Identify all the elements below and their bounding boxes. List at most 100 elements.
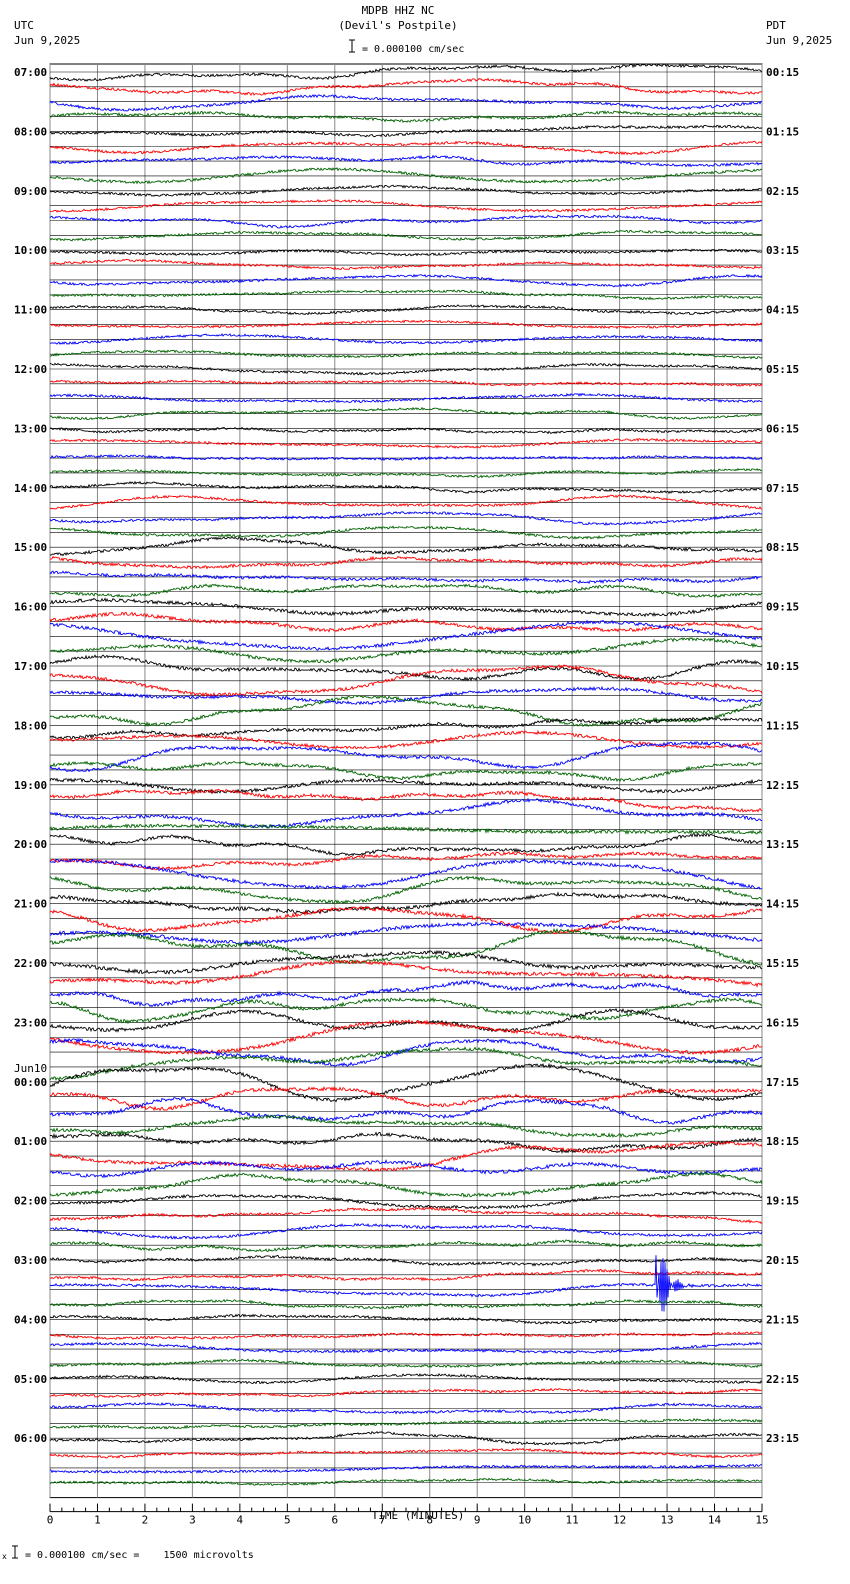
pdt-hour-label: 20:15 (766, 1254, 799, 1267)
seismic-trace (49, 597, 763, 618)
x-tick-label: 10 (518, 1514, 531, 1527)
seismic-trace (49, 1313, 763, 1325)
seismic-trace (49, 184, 763, 197)
seismic-trace (49, 777, 762, 795)
pdt-hour-label: 23:15 (766, 1432, 799, 1445)
seismic-trace (49, 1206, 763, 1225)
utc-hour-label: 17:00 (14, 660, 47, 673)
x-tick-label: 5 (284, 1514, 291, 1527)
seismic-trace (49, 140, 763, 156)
seismic-trace (49, 1159, 763, 1179)
right-date: Jun 9,2025 (766, 34, 832, 47)
pdt-hour-label: 12:15 (766, 779, 799, 792)
left-timezone: UTC (14, 19, 34, 32)
x-tick-label: 0 (47, 1514, 54, 1527)
seismic-trace (49, 333, 763, 345)
seismic-trace (49, 1373, 763, 1385)
seismic-trace (49, 454, 763, 462)
seismic-trace (49, 927, 763, 966)
utc-hour-label: 23:00 (14, 1016, 47, 1029)
pdt-hour-label: 01:15 (766, 125, 799, 138)
seismic-trace (49, 229, 763, 242)
seismic-trace (49, 480, 763, 495)
utc-hour-label: 12:00 (14, 363, 47, 376)
seismic-trace (49, 959, 763, 988)
seismic-trace (49, 1417, 763, 1430)
seismic-trace (49, 1268, 763, 1282)
utc-hour-label: 02:00 (14, 1195, 47, 1208)
x-tick-label: 4 (237, 1514, 244, 1527)
pdt-hour-label: 11:15 (766, 719, 799, 732)
pdt-hour-label: 19:15 (766, 1195, 799, 1208)
utc-hour-label: 07:00 (14, 66, 47, 79)
seismic-trace (49, 694, 763, 728)
seismic-trace (49, 921, 763, 946)
seismic-trace (49, 760, 763, 783)
seismic-trace (49, 1239, 763, 1253)
seismic-trace (49, 832, 763, 857)
utc-hour-label: 09:00 (14, 185, 47, 198)
seismic-trace (49, 654, 763, 682)
utc-hour-label: 00:00 (14, 1076, 47, 1089)
seismic-trace (49, 525, 763, 540)
utc-hour-label: 20:00 (14, 838, 47, 851)
seismic-trace (49, 304, 763, 316)
station-title: MDPB HHZ NC (362, 4, 435, 17)
seismic-trace (50, 1114, 763, 1139)
pdt-hour-label: 06:15 (766, 422, 799, 435)
x-tick-label: 3 (189, 1514, 196, 1527)
seismic-trace (49, 273, 763, 288)
utc-hour-label: 21:00 (14, 898, 47, 911)
seismic-trace (49, 949, 763, 975)
seismic-trace (49, 1463, 763, 1474)
utc-hour-label: 14:00 (14, 482, 47, 495)
seismic-trace (50, 258, 763, 270)
seismic-trace (49, 664, 763, 698)
seismic-trace (49, 570, 763, 585)
seismic-trace (49, 1222, 763, 1240)
utc-hour-label: 05:00 (14, 1373, 47, 1386)
pdt-hour-label: 16:15 (766, 1016, 799, 1029)
pdt-hour-label: 05:15 (766, 363, 799, 376)
seismic-trace (49, 850, 763, 871)
x-tick-label: 8 (426, 1514, 433, 1527)
pdt-hour-label: 18:15 (766, 1135, 799, 1148)
seismic-trace (49, 494, 762, 510)
seismic-trace (49, 1331, 763, 1341)
x-tick-label: 14 (708, 1514, 722, 1527)
seismic-traces (49, 63, 763, 1487)
seismic-trace (49, 1037, 762, 1067)
pdt-hour-label: 17:15 (766, 1076, 799, 1089)
seismic-trace (49, 619, 763, 651)
seismic-trace (49, 875, 763, 905)
footer-scale-bar-icon (12, 1545, 18, 1559)
seismic-trace (49, 716, 763, 740)
seismic-trace (49, 1255, 763, 1267)
seismic-trace (49, 858, 763, 891)
seismic-trace (49, 198, 763, 213)
header: MDPB HHZ NC (Devil's Postpile) = 0.00010… (14, 4, 832, 55)
utc-hour-label: 22:00 (14, 957, 47, 970)
utc-hour-label: 16:00 (14, 601, 47, 614)
x-tick-label: 7 (379, 1514, 386, 1527)
seismic-trace (49, 319, 763, 330)
pdt-hour-label: 14:15 (766, 898, 799, 911)
seismic-trace (49, 467, 763, 479)
seismic-trace (49, 1018, 763, 1056)
seismic-trace (49, 536, 763, 557)
x-tick-label: 9 (474, 1514, 481, 1527)
pdt-hour-label: 15:15 (766, 957, 799, 970)
seismic-trace (49, 154, 763, 168)
seismic-trace (49, 1062, 763, 1103)
seismic-trace (49, 555, 763, 570)
x-tick-label: 15 (755, 1514, 768, 1527)
pdt-hour-label: 03:15 (766, 244, 799, 257)
seismic-trace (49, 362, 762, 376)
pdt-hour-label: 21:15 (766, 1313, 799, 1326)
seismic-trace (49, 583, 763, 598)
seismic-trace (49, 1401, 763, 1415)
seismic-trace (49, 77, 763, 97)
day-change-label: Jun10 (14, 1062, 47, 1075)
scale-label: = 0.000100 cm/sec (362, 44, 464, 55)
seismic-trace (49, 611, 763, 633)
